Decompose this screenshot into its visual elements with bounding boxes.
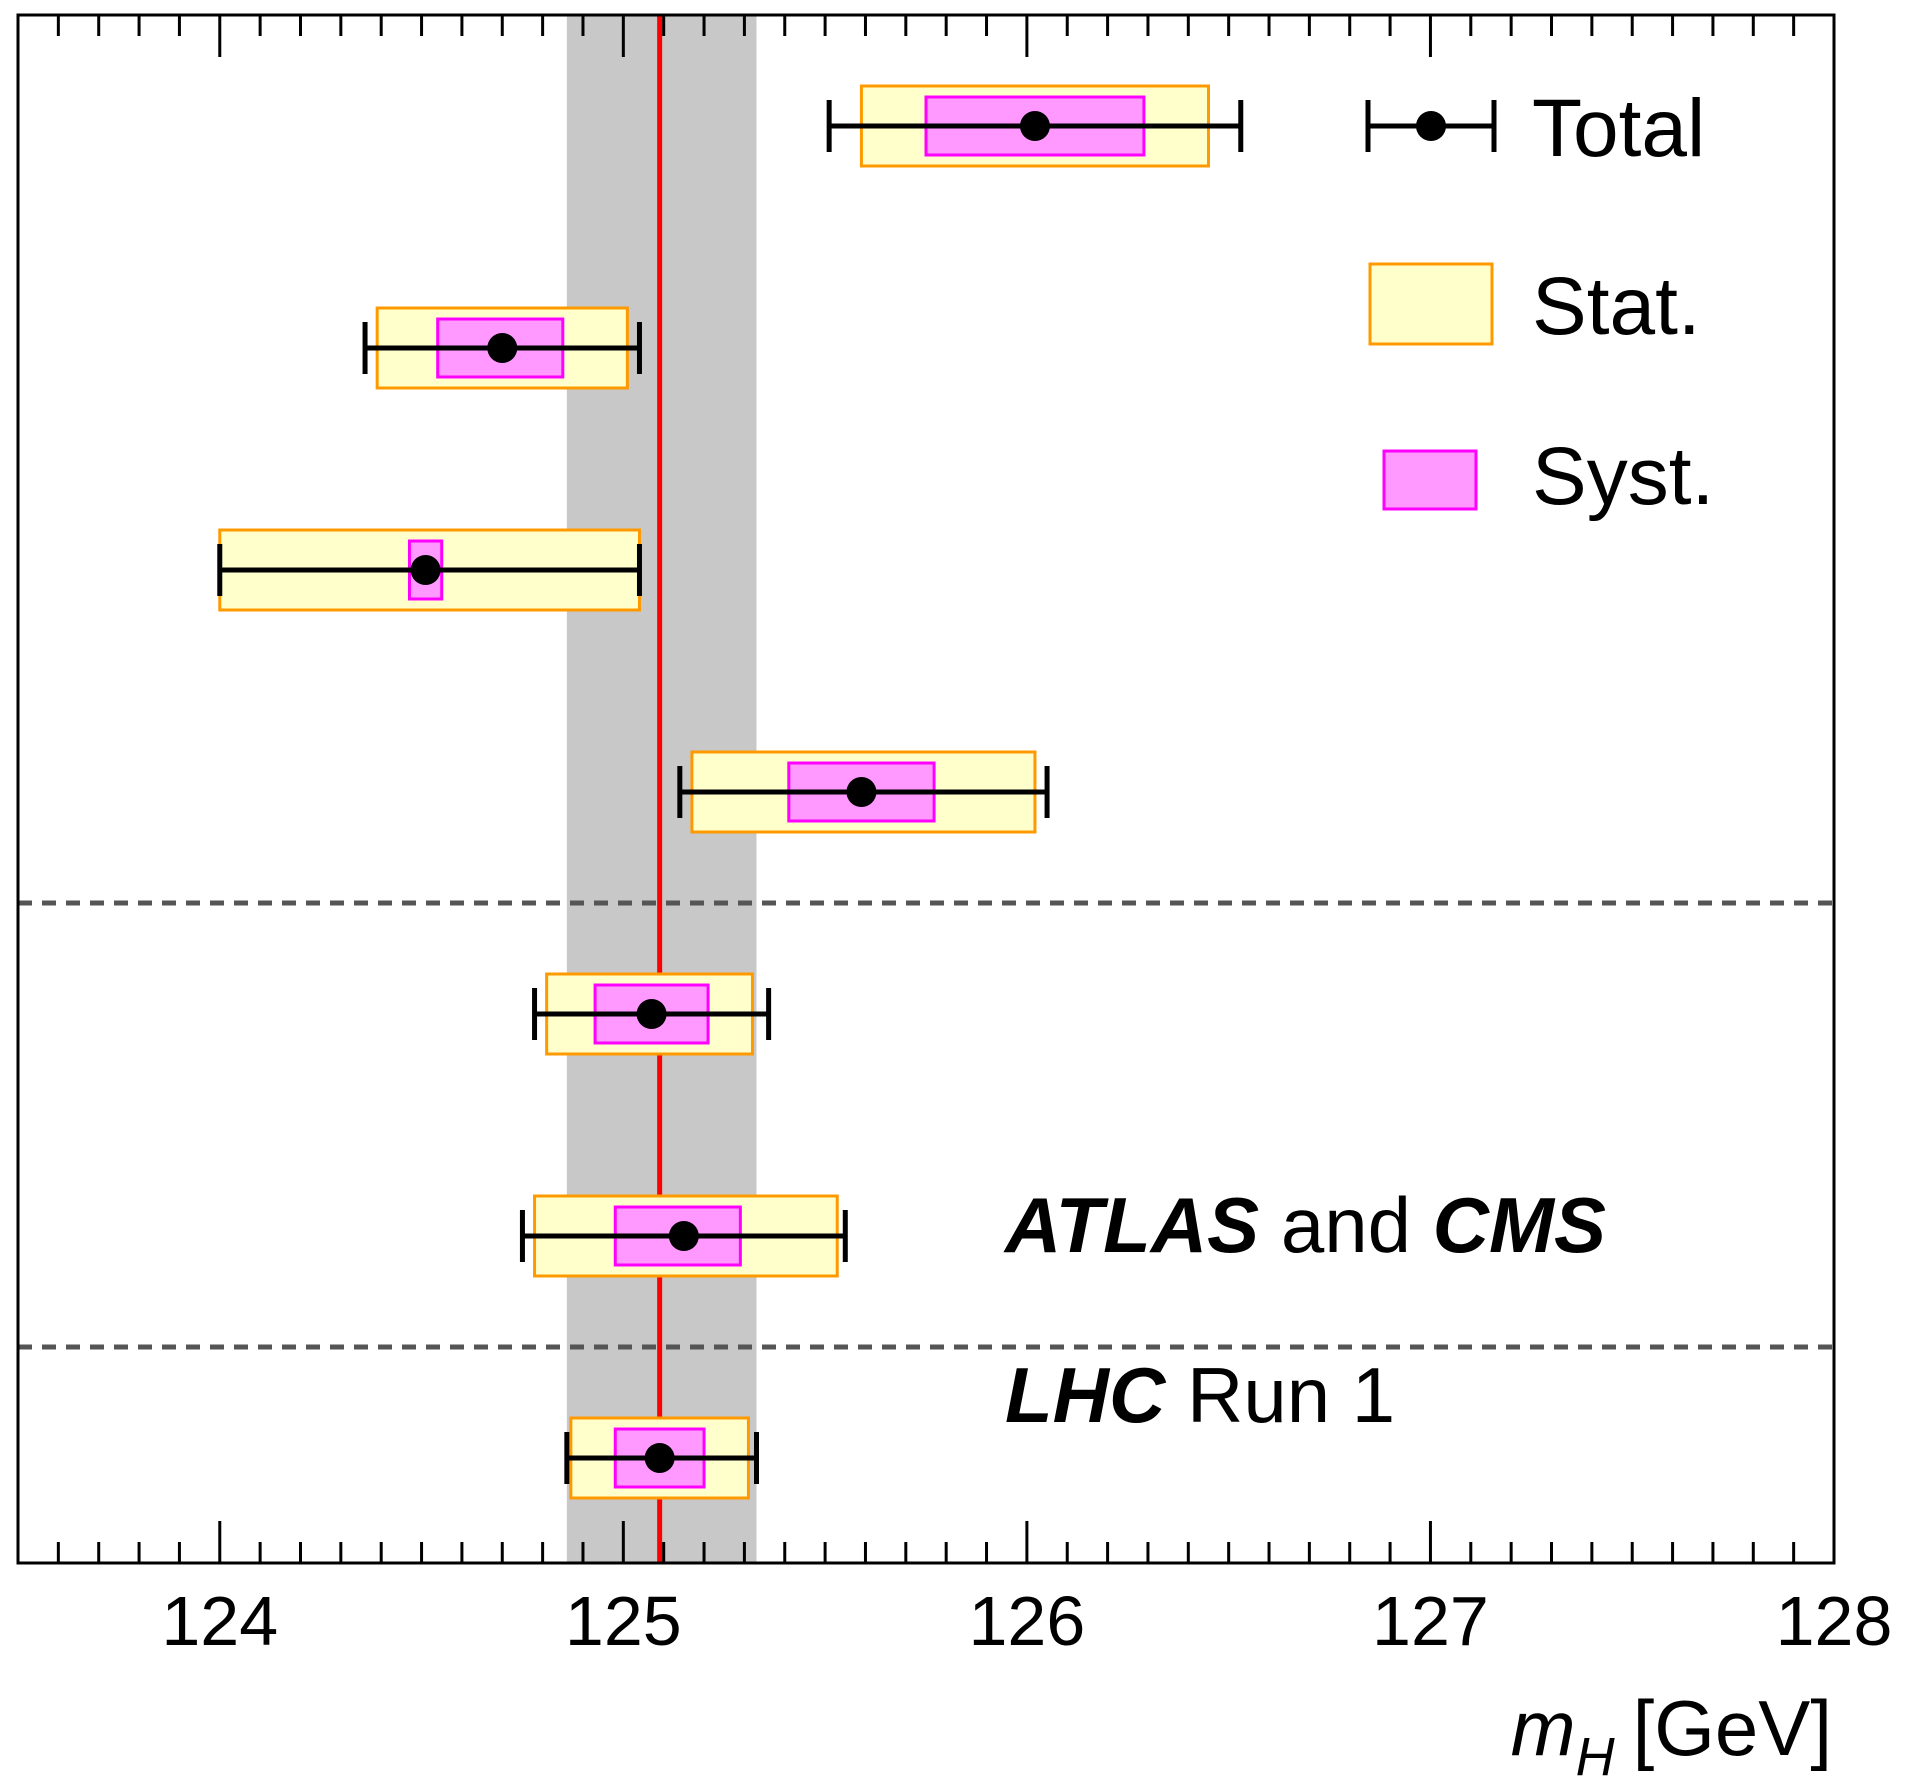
x-tick-label-127: 127 [1372,1582,1489,1660]
run-annotation: LHC Run 1 [1005,1351,1395,1439]
measurement-row-2 [362,306,642,390]
legend-total-marker [1416,111,1446,141]
experiment-annotation: ATLAS and CMS [1003,1181,1606,1269]
measurement-row-3 [217,528,642,612]
measurement-row-1 [826,84,1244,168]
x-axis-tick-labels: 124 125 126 127 128 [161,1582,1892,1660]
legend-total: Total [1365,83,1705,174]
x-tick-label-128: 128 [1776,1582,1893,1660]
x-tick-label-124: 124 [161,1582,278,1660]
x-axis-title: mH [GeV] [1511,1684,1832,1783]
measurement-rows [217,84,1244,1500]
legend-syst-swatch [1382,449,1478,511]
plot-frame [16,13,1836,1565]
legend-stat: Stat. [1368,261,1701,352]
central-value-marker [410,555,441,585]
central-value-marker [487,333,518,363]
central-value-marker [846,777,877,807]
measurement-row-6 [519,1194,848,1278]
central-value-marker [1019,111,1050,141]
legend-stat-label: Stat. [1532,261,1701,352]
measurement-row-5 [532,972,772,1056]
measurement-row-4 [677,750,1050,834]
legend-stat-swatch [1368,262,1494,346]
x-axis-ticks [16,15,1836,1563]
central-value-marker [644,1443,675,1473]
legend-total-label: Total [1532,83,1705,174]
x-tick-label-126: 126 [968,1582,1085,1660]
legend-syst: Syst. [1382,431,1714,522]
legend-syst-label: Syst. [1532,431,1714,522]
legend: Total Stat. Syst. [1365,83,1714,522]
x-tick-label-125: 125 [565,1582,682,1660]
central-value-marker [636,999,667,1029]
central-value-marker [668,1221,699,1251]
row-separators [18,900,1834,1350]
measurement-row-7 [564,1416,760,1500]
